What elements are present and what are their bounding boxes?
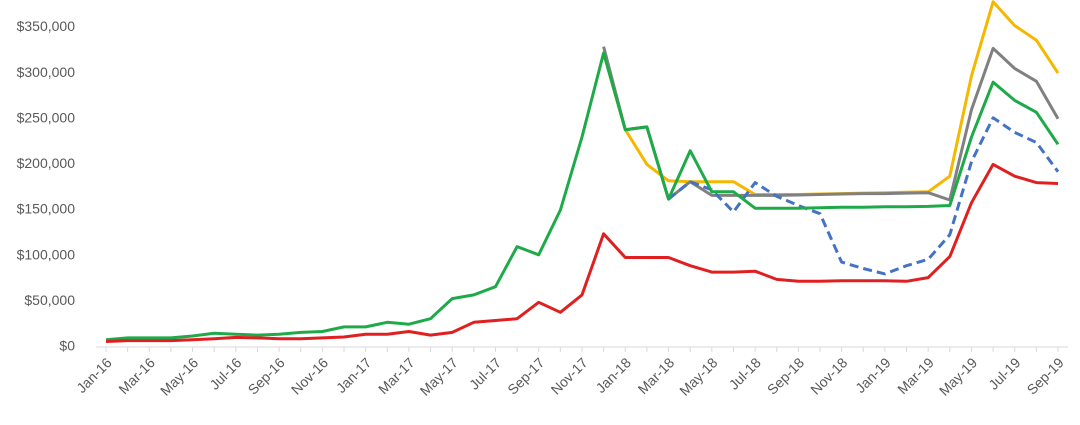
y-tick-label: $50,000	[24, 292, 75, 308]
x-tick-label: Sep-19	[1023, 354, 1066, 397]
x-tick-label: Jul-16	[206, 354, 244, 392]
y-tick-label: $250,000	[17, 109, 76, 125]
y-tick-label: $200,000	[17, 155, 76, 171]
x-tick-label: Nov-16	[288, 354, 331, 397]
x-tick-label: Nov-18	[807, 354, 850, 397]
x-tick-label: Mar-16	[115, 354, 158, 397]
x-tick-label: Sep-18	[764, 354, 807, 397]
y-tick-label: $300,000	[17, 64, 76, 80]
line-series	[602, 46, 1060, 202]
line-series	[602, 0, 1060, 196]
x-tick-label: Sep-17	[504, 354, 547, 397]
x-tick-label: Jan-19	[852, 354, 894, 396]
x-tick-label: May-17	[417, 354, 461, 398]
x-tick-label: Mar-19	[894, 354, 937, 397]
x-tick-label: Mar-18	[635, 354, 678, 397]
x-tick-label: Jul-17	[466, 354, 504, 392]
y-tick-label: $100,000	[17, 246, 76, 262]
x-tick-label: Jan-18	[592, 354, 634, 396]
x-tick-label: May-16	[157, 354, 201, 398]
y-tick-label: $150,000	[17, 201, 76, 217]
x-tick-label: Nov-17	[548, 354, 591, 397]
y-tick-label: $350,000	[17, 18, 76, 34]
x-tick-label: May-18	[676, 354, 720, 398]
x-tick-label: Jan-16	[73, 354, 115, 396]
x-tick-label: Sep-16	[245, 354, 288, 397]
line-series	[105, 51, 1060, 342]
line-series	[667, 116, 1060, 276]
x-tick-label: May-19	[936, 354, 980, 398]
x-tick-label: Jul-19	[985, 354, 1023, 392]
x-tick-label: Jan-17	[333, 354, 375, 396]
x-tick-label: Jul-18	[726, 354, 764, 392]
x-tick-label: Mar-17	[375, 354, 418, 397]
y-tick-label: $0	[59, 338, 75, 354]
line-series	[105, 162, 1059, 343]
